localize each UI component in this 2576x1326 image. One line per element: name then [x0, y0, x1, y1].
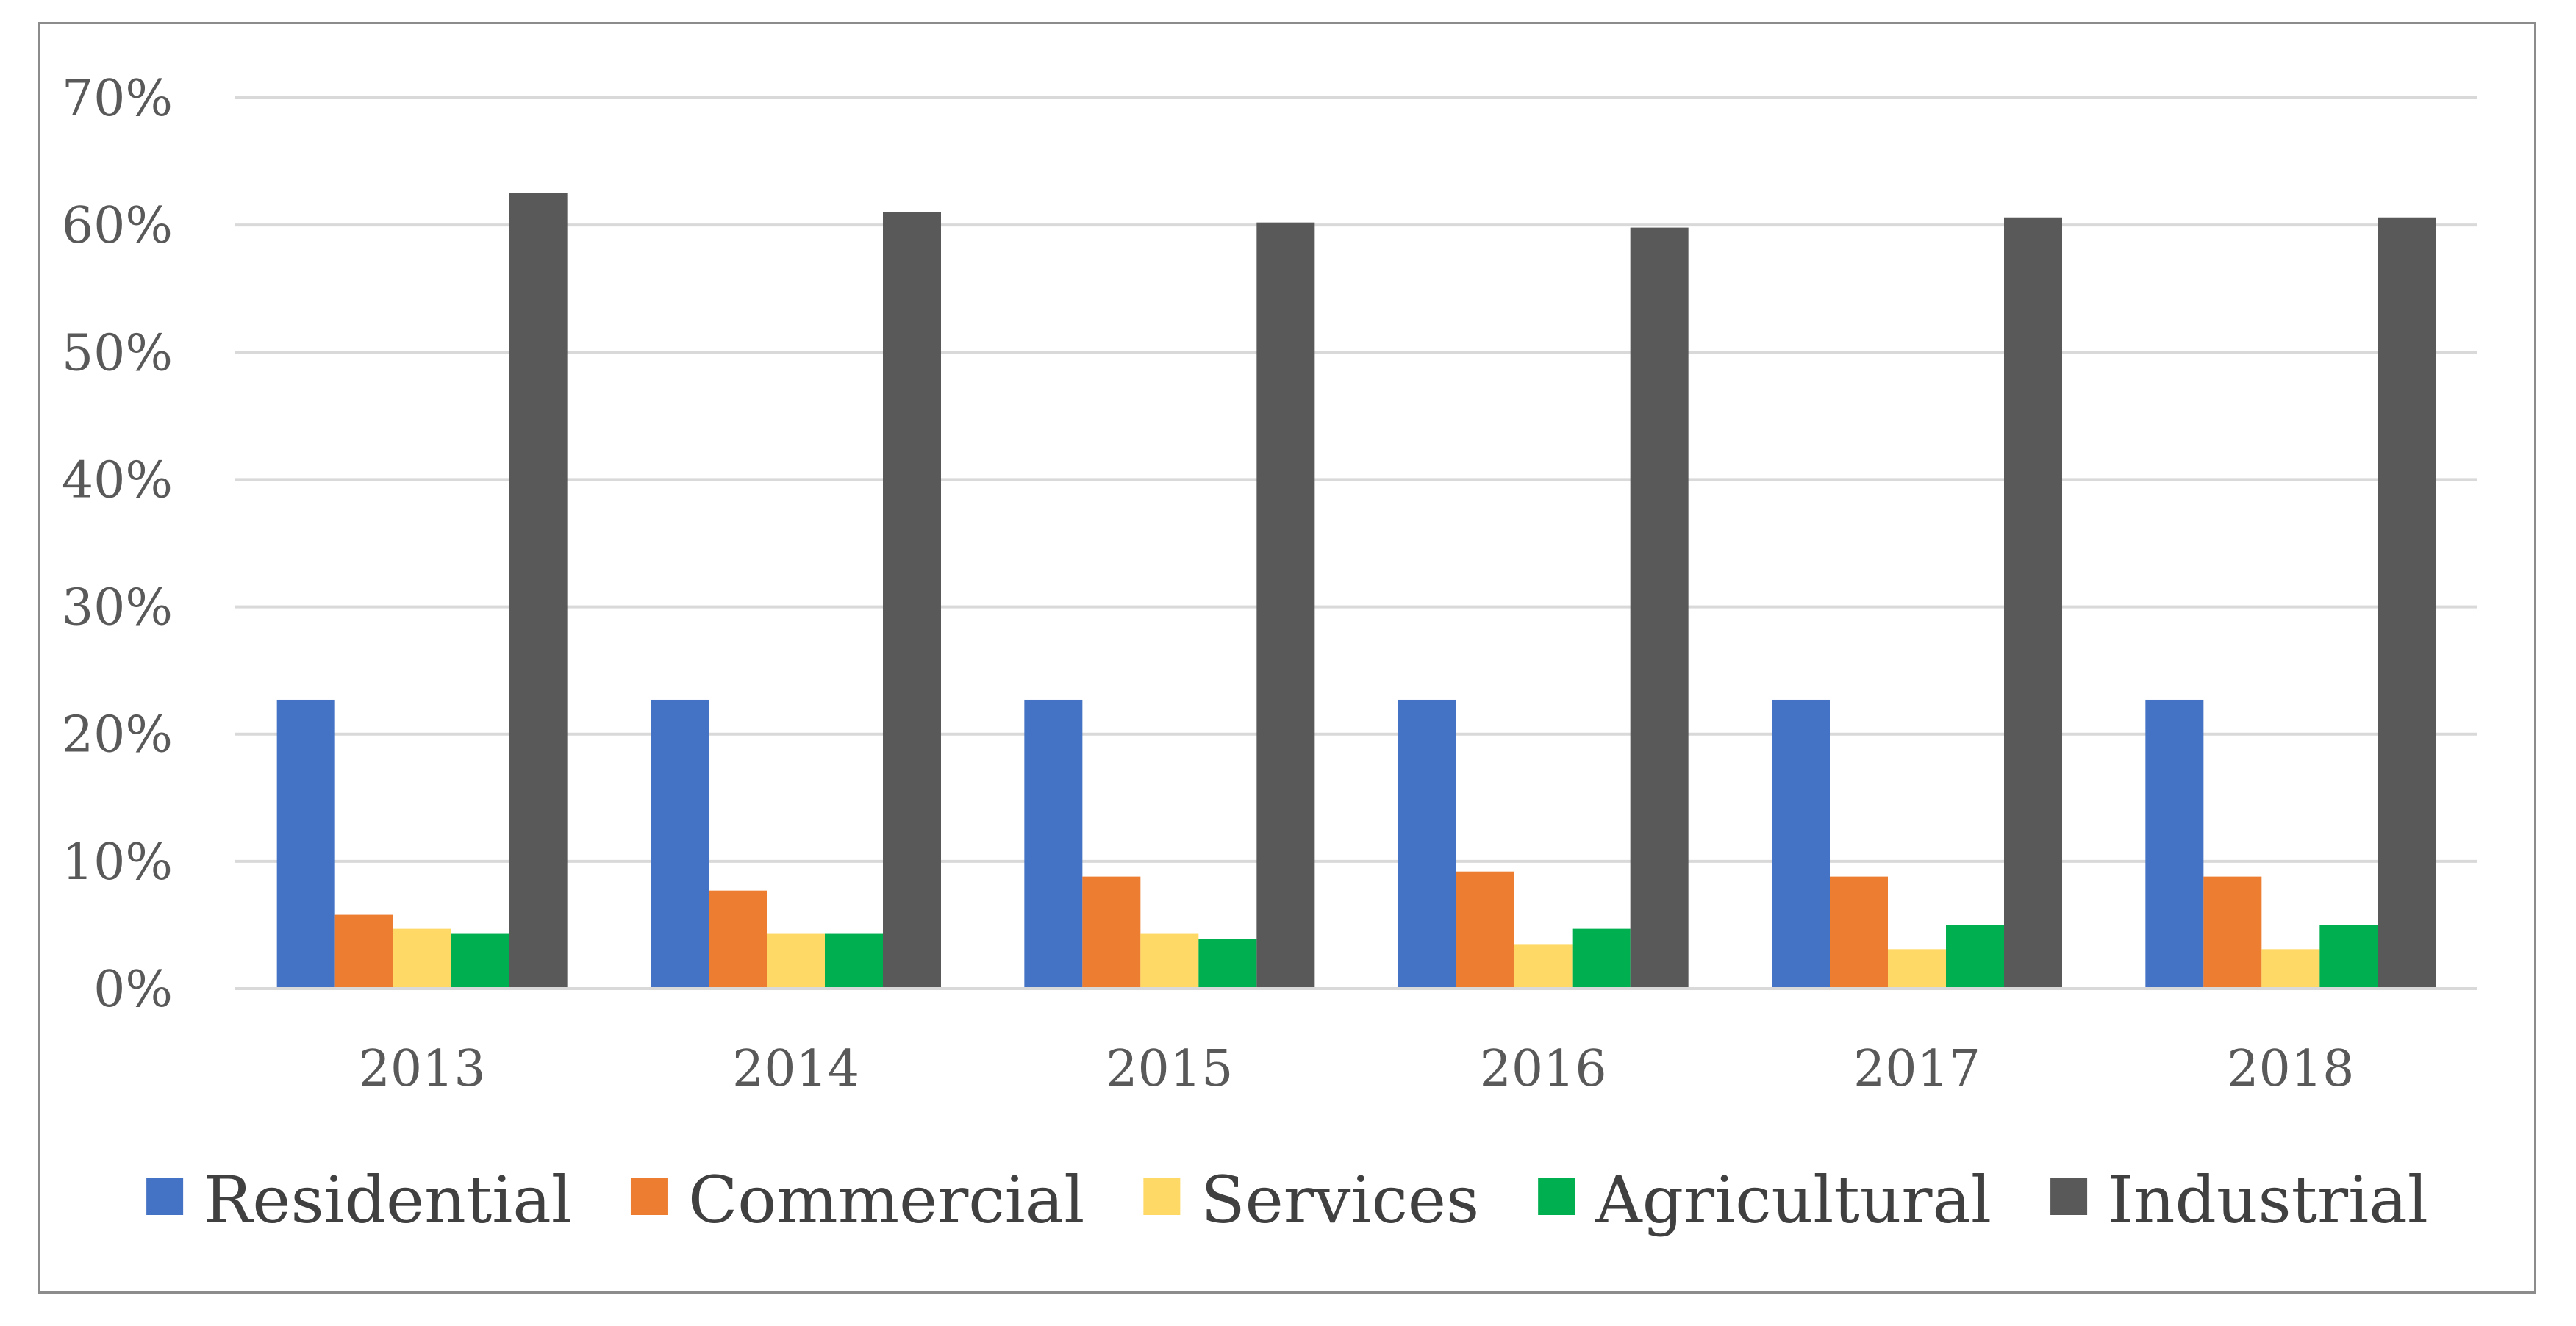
bar-agricultural-2016 [1572, 928, 1631, 989]
x-tick-label: 2014 [732, 1040, 859, 1098]
x-tick-label: 2015 [1106, 1040, 1233, 1098]
bar-agricultural-2014 [825, 933, 883, 989]
bar-agricultural-2013 [451, 933, 509, 989]
bar-services-2018 [2261, 949, 2320, 989]
y-tick-label: 50% [62, 324, 173, 382]
legend-label: Services [1201, 1162, 1479, 1238]
legend-label: Commercial [688, 1162, 1084, 1238]
bar-industrial-2013 [509, 193, 568, 989]
x-tick-label: 2017 [1853, 1040, 1981, 1098]
bar-industrial-2016 [1630, 227, 1689, 989]
bar-agricultural-2017 [1946, 925, 2004, 989]
bar-services-2016 [1514, 944, 1573, 989]
y-tick-label: 60% [62, 197, 173, 255]
bars [276, 193, 2436, 989]
bar-commercial-2013 [334, 914, 393, 989]
y-tick-label: 0% [93, 961, 173, 1019]
gridlines [235, 96, 2477, 863]
legend-item-commercial: Commercial [630, 1162, 1084, 1238]
legend-label: Agricultural [1595, 1162, 1992, 1238]
bar-services-2017 [1888, 949, 1946, 989]
bar-agricultural-2015 [1198, 939, 1257, 989]
legend: Residential Commercial Services Agricultura… [146, 1162, 2428, 1238]
y-tick-label: 10% [62, 834, 173, 892]
legend-label: Industrial [2108, 1162, 2428, 1238]
legend-swatch [630, 1178, 668, 1215]
bar-industrial-2017 [2004, 217, 2062, 989]
y-axis-tick-labels: 0% 10% 20% 30% 40% 50% 60% 70% [62, 70, 173, 1019]
bar-industrial-2015 [1256, 222, 1315, 989]
y-tick-label: 30% [62, 579, 173, 637]
legend-swatch [146, 1178, 184, 1215]
bar-services-2014 [767, 933, 825, 989]
bar-chart: 0% 10% 20% 30% 40% 50% 60% 70% 2013 2014 2015 2016… [62, 70, 2477, 1238]
bar-commercial-2015 [1082, 876, 1141, 989]
bar-industrial-2018 [2378, 217, 2436, 989]
legend-item-residential: Residential [146, 1162, 572, 1238]
y-tick-label: 40% [62, 451, 173, 509]
y-tick-label: 20% [62, 706, 173, 764]
bar-commercial-2018 [2203, 876, 2262, 989]
chart-frame: 0% 10% 20% 30% 40% 50% 60% 70% 2013 2014 2015 2016… [38, 22, 2536, 1294]
bar-residential-2017 [1772, 699, 1830, 989]
legend-item-industrial: Industrial [2050, 1162, 2428, 1238]
bar-commercial-2014 [709, 890, 767, 989]
legend-item-services: Services [1143, 1162, 1479, 1238]
legend-swatch [1538, 1178, 1575, 1215]
bar-residential-2016 [1398, 699, 1456, 989]
legend-item-agricultural: Agricultural [1538, 1162, 1992, 1238]
bar-residential-2015 [1024, 699, 1083, 989]
x-tick-label: 2016 [1480, 1040, 1607, 1098]
bar-commercial-2017 [1830, 876, 1888, 989]
bar-agricultural-2018 [2319, 925, 2378, 989]
y-tick-label: 70% [62, 70, 173, 128]
bar-commercial-2016 [1456, 871, 1514, 989]
x-axis-tick-labels: 2013 2014 2015 2016 2017 2018 [359, 1040, 2355, 1098]
bar-residential-2013 [276, 699, 335, 989]
legend-swatch [1143, 1178, 1181, 1215]
legend-swatch [2050, 1178, 2088, 1215]
bar-residential-2018 [2145, 699, 2204, 989]
bar-residential-2014 [651, 699, 709, 989]
x-tick-label: 2018 [2227, 1040, 2354, 1098]
legend-label: Residential [204, 1162, 572, 1238]
bar-services-2013 [393, 928, 451, 989]
x-tick-label: 2013 [359, 1040, 486, 1098]
bar-services-2015 [1140, 933, 1199, 989]
bar-industrial-2014 [883, 212, 941, 989]
